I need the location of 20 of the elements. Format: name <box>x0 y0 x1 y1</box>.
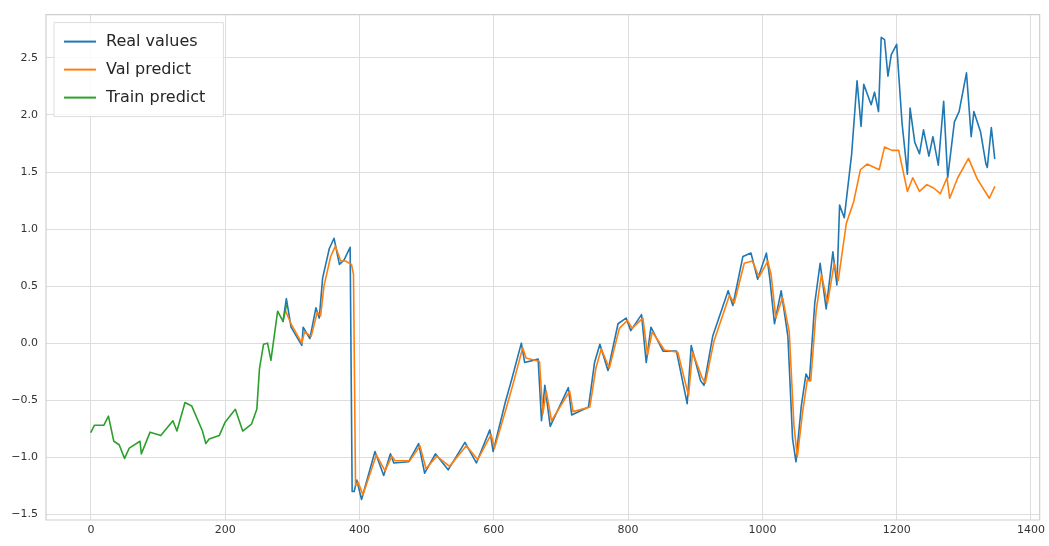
y-tick-label: −0.5 <box>11 393 38 407</box>
y-tick-label: 1.0 <box>20 221 38 235</box>
legend-label: Real values <box>106 30 198 50</box>
x-tick-label: 1200 <box>882 523 911 537</box>
legend-label: Val predict <box>106 58 191 78</box>
y-tick-label: 2.0 <box>20 107 38 121</box>
x-tick-label: 1000 <box>748 523 777 537</box>
x-tick-label: 600 <box>483 523 505 537</box>
y-tick-label: 0.0 <box>20 336 38 350</box>
x-tick-label: 800 <box>617 523 639 537</box>
y-tick-label: 0.5 <box>20 278 38 292</box>
x-tick-label: 0 <box>87 523 95 537</box>
y-tick-label: 2.5 <box>20 50 38 64</box>
x-tick-label: 200 <box>214 523 236 537</box>
y-tick-label: −1.0 <box>11 450 38 464</box>
x-tick-label: 1400 <box>1016 523 1045 537</box>
y-tick-label: −1.5 <box>11 507 38 521</box>
x-tick-label: 400 <box>349 523 371 537</box>
y-tick-label: 1.5 <box>20 164 38 178</box>
legend-label: Train predict <box>105 86 206 106</box>
